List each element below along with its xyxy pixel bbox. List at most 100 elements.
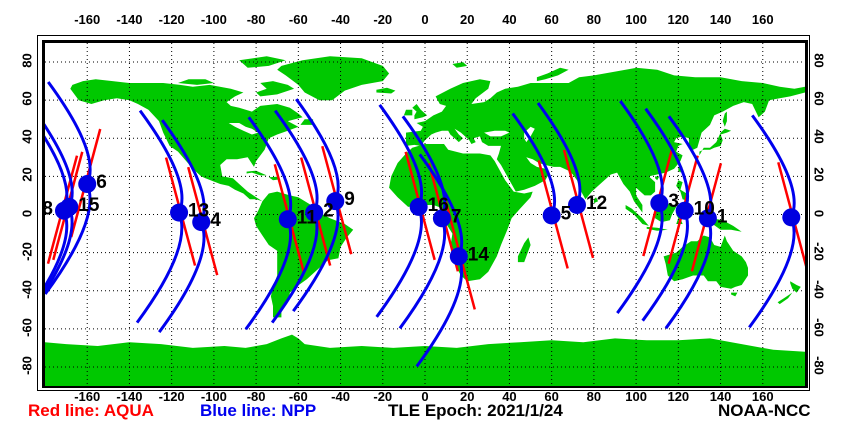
lon-tick-label-bottom: 140 <box>709 389 732 404</box>
lat-tick-label-right: -20 <box>811 241 827 261</box>
lat-tick-label-left: 0 <box>19 209 35 217</box>
sno-point-dot <box>432 209 451 228</box>
sno-point-dot <box>305 203 324 222</box>
island-landmass <box>790 281 801 293</box>
island-landmass <box>256 81 295 97</box>
lon-tick-label-bottom: 20 <box>459 389 475 404</box>
lon-tick-label-bottom: 80 <box>586 389 602 404</box>
sno-point-label: 4 <box>210 210 221 231</box>
island-landmass <box>517 237 531 263</box>
sno-point-label: 2 <box>323 201 334 222</box>
sno-point-dot <box>449 247 468 266</box>
lon-tick-label-top: 20 <box>459 12 475 27</box>
sno-point-dot <box>409 197 428 216</box>
island-landmass <box>777 292 793 305</box>
lon-tick-label-bottom: 60 <box>544 389 559 404</box>
continent-landmass <box>254 191 354 318</box>
island-landmass <box>699 128 732 156</box>
lon-tick-label-top: 0 <box>421 12 429 27</box>
lat-tick-label-left: -20 <box>19 241 35 261</box>
island-landmass <box>722 111 727 127</box>
lon-tick-label-top: 120 <box>667 12 690 27</box>
plot-inner-frame <box>42 40 808 388</box>
island-landmass <box>536 67 569 82</box>
island-landmass <box>412 104 428 120</box>
sno-point-label: 3 <box>668 191 679 212</box>
lon-tick-label-top: -140 <box>116 12 143 27</box>
island-landmass <box>376 87 396 94</box>
legend-npp-label: Blue line: NPP <box>200 401 317 420</box>
lon-tick-label-top: 40 <box>502 12 517 27</box>
lon-tick-label-bottom: -80 <box>246 389 266 404</box>
sno-point-dot <box>326 192 345 211</box>
lon-tick-label-top: 80 <box>586 12 602 27</box>
sno-point-label: 15 <box>78 195 100 216</box>
sno-point-dot <box>170 203 189 222</box>
lon-tick-label-bottom: 100 <box>625 389 647 404</box>
lat-tick-label-right: 0 <box>811 209 827 217</box>
lon-tick-label-top: -20 <box>373 12 393 27</box>
lat-tick-label-right: 20 <box>811 167 827 183</box>
island-landmass <box>593 197 599 204</box>
lon-tick-label-bottom: -140 <box>116 389 143 404</box>
island-landmass <box>239 56 286 68</box>
legend-aqua-label: Red line: AQUA <box>28 401 154 420</box>
sno-point-label: 12 <box>586 193 607 214</box>
lon-tick-label-bottom: 40 <box>502 389 517 404</box>
sno-point-dot <box>192 213 211 232</box>
continent-landmass <box>45 334 805 386</box>
sno-point-label: 13 <box>188 201 209 222</box>
lon-tick-label-top: -100 <box>200 12 227 27</box>
lat-tick-label-left: 20 <box>19 167 35 183</box>
sno-point-dot <box>278 210 297 229</box>
island-landmass <box>452 62 468 68</box>
sno-point-label: 1 <box>717 206 728 227</box>
plot-outer-frame <box>37 35 810 391</box>
credit-noaa-ncc-label: NOAA-NCC <box>718 401 811 420</box>
island-landmass <box>403 109 413 116</box>
lat-tick-label-right: -80 <box>811 356 827 375</box>
lon-tick-label-top: -160 <box>74 12 101 27</box>
continent-landmass <box>406 67 805 213</box>
sno-point-label: 8 <box>45 199 53 220</box>
lon-tick-label-top: -120 <box>158 12 185 27</box>
island-landmass <box>178 79 214 85</box>
lon-tick-label-bottom: 120 <box>667 389 690 404</box>
lon-tick-label-top: -80 <box>246 12 266 27</box>
lon-tick-label-bottom: 0 <box>421 389 429 404</box>
sno-point-dot <box>782 208 801 227</box>
lon-tick-label-top: 140 <box>709 12 732 27</box>
lon-tick-label-bottom: -160 <box>74 389 101 404</box>
sno-point-dot <box>698 209 717 228</box>
world-map-plot: 615 8 13 4 11 29 167 14 5 12 3 10 1 <box>45 43 805 386</box>
continent-landmass <box>277 56 390 101</box>
island-landmass <box>246 170 267 176</box>
lon-tick-label-bottom: -100 <box>200 389 227 404</box>
sno-point-label: 11 <box>297 207 318 228</box>
sno-point-dot <box>650 194 669 213</box>
tle-epoch-label: TLE Epoch: 2021/1/24 <box>388 401 563 420</box>
sno-point-dot <box>568 195 586 214</box>
sno-point-label: 14 <box>468 244 490 265</box>
lon-tick-label-top: -40 <box>331 12 350 27</box>
sno-point-label: 10 <box>694 199 715 220</box>
lon-tick-label-top: 160 <box>751 12 774 27</box>
sno-point-dot <box>78 175 97 194</box>
inland-water <box>524 126 535 143</box>
sno-point-label: 9 <box>344 189 355 210</box>
lon-tick-label-bottom: 160 <box>751 389 774 404</box>
lon-tick-label-bottom: -40 <box>331 389 350 404</box>
inland-water <box>228 123 259 135</box>
inland-water <box>484 130 510 137</box>
sno-point-dot <box>542 206 561 225</box>
lon-tick-label-top: 100 <box>625 12 647 27</box>
island-landmass <box>655 176 660 181</box>
sno-point-label: 7 <box>451 206 462 227</box>
sno-point-label: 5 <box>561 203 572 224</box>
sno-point-label: 6 <box>96 172 107 193</box>
continent-landmass <box>70 79 303 202</box>
lon-tick-label-bottom: -120 <box>158 389 185 404</box>
island-landmass <box>625 205 649 226</box>
continent-landmass <box>389 144 533 282</box>
